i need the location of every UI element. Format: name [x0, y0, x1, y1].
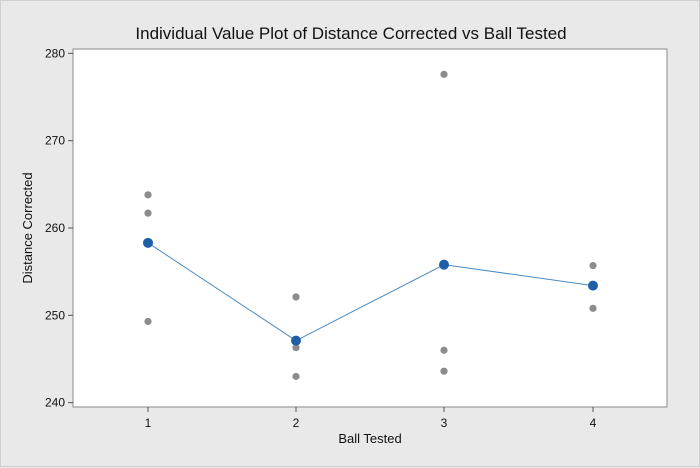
- mean-point: [439, 259, 449, 270]
- y-tick-label: 240: [45, 396, 65, 410]
- y-tick-label: 260: [45, 221, 65, 235]
- x-tick-label: 3: [441, 416, 448, 430]
- x-axis-label: Ball Tested: [338, 431, 401, 446]
- x-axis: 1 2 3 4: [145, 407, 597, 430]
- x-tick-label: 2: [293, 416, 300, 430]
- y-tick-label: 280: [45, 46, 65, 60]
- y-tick-label: 270: [45, 134, 65, 148]
- individual-value-point: [440, 346, 448, 354]
- individual-value-point: [144, 317, 152, 326]
- y-tick-label: 250: [45, 308, 65, 322]
- y-axis: 240 250 260 270 280: [45, 46, 73, 410]
- mean-line-layer: [147, 242, 594, 342]
- plot-area: [72, 48, 668, 408]
- individual-value-point: [440, 367, 448, 375]
- individual-value-point: [440, 70, 448, 78]
- mean-point: [588, 280, 598, 291]
- individual-value-point: [144, 191, 152, 199]
- means-layer: [143, 237, 598, 346]
- individual-value-point: [292, 344, 300, 352]
- y-axis-label: Distance Corrected: [20, 172, 35, 283]
- x-tick-label: 4: [590, 416, 597, 430]
- chart-title: Individual Value Plot of Distance Correc…: [135, 24, 566, 43]
- mean-point: [291, 335, 301, 346]
- individual-value-point: [589, 261, 597, 270]
- individual-value-point: [292, 372, 300, 381]
- individual-value-point: [144, 209, 152, 217]
- individual-value-point: [292, 293, 300, 301]
- x-tick-label: 1: [145, 416, 152, 430]
- individual-value-point: [589, 304, 597, 312]
- mean-point: [143, 237, 153, 248]
- mean-connect-line: [147, 242, 594, 342]
- points-layer: [144, 70, 597, 381]
